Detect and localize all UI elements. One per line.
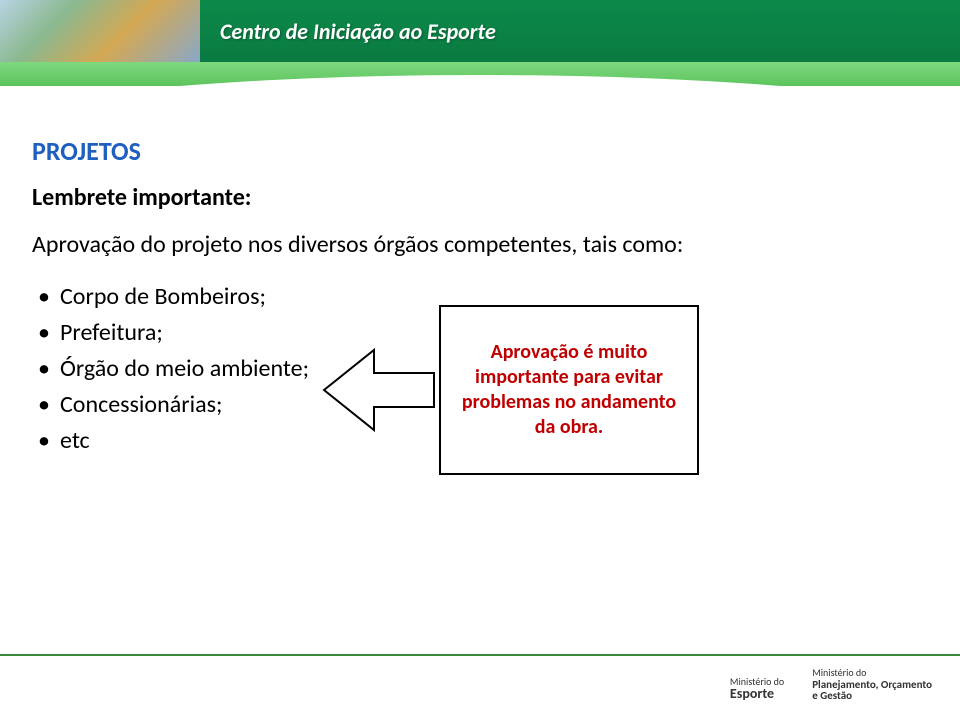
list-item: etc bbox=[38, 423, 309, 459]
logo-esporte: Ministério do Esporte bbox=[730, 677, 784, 702]
logo-label: e Gestão bbox=[812, 690, 932, 702]
list-item: Concessionárias; bbox=[38, 387, 309, 423]
section-title: PROJETOS bbox=[32, 135, 928, 167]
logo-planejamento: Ministério do Planejamento, Orçamento e … bbox=[812, 668, 932, 702]
bullet-list: Corpo de Bombeiros; Prefeitura; Órgão do… bbox=[32, 279, 309, 459]
callout-text: Aprovação é muito importante para evitar… bbox=[453, 340, 685, 440]
list-item: Prefeitura; bbox=[38, 315, 309, 351]
arrow-left-icon bbox=[319, 335, 439, 445]
logo-label: Esporte bbox=[730, 687, 784, 702]
callout-wrapper: Aprovação é muito importante para evitar… bbox=[319, 305, 699, 475]
content-area: PROJETOS Lembrete importante: Aprovação … bbox=[32, 135, 928, 475]
footer-divider bbox=[0, 654, 960, 656]
header-title: Centro de Iniciação ao Esporte bbox=[220, 18, 496, 45]
two-column-row: Corpo de Bombeiros; Prefeitura; Órgão do… bbox=[32, 279, 928, 475]
header-image bbox=[0, 0, 200, 62]
header-band: Centro de Iniciação ao Esporte bbox=[0, 0, 960, 62]
list-item: Órgão do meio ambiente; bbox=[38, 351, 309, 387]
callout-box: Aprovação é muito importante para evitar… bbox=[439, 305, 699, 475]
footer-logos: Ministério do Esporte Ministério do Plan… bbox=[730, 668, 932, 702]
subtitle: Lembrete importante: bbox=[32, 183, 928, 212]
lead-text: Aprovação do projeto nos diversos órgãos… bbox=[32, 230, 928, 259]
list-item: Corpo de Bombeiros; bbox=[38, 279, 309, 315]
